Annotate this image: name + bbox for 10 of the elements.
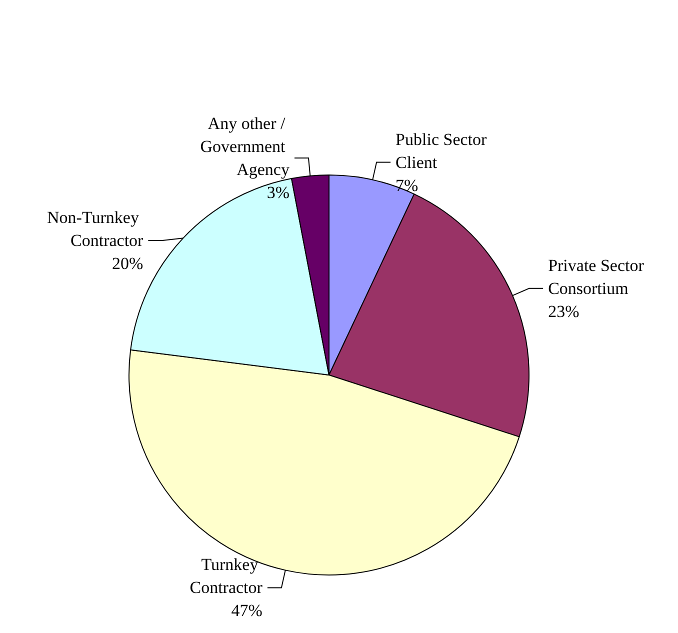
slice-label: Private Sector Consortium (548, 256, 648, 298)
data-label: 23% (548, 302, 580, 321)
data-label: 47% (231, 601, 262, 620)
slice-label: Any other / Government Agency (200, 114, 290, 179)
data-label: 20% (112, 254, 144, 273)
slice-label: Turnkey Contractor (190, 555, 263, 598)
slice-label: Public Sector Client (396, 130, 491, 172)
slice-label: Non-Turnkey Contractor (47, 208, 144, 250)
data-label: 3% (266, 182, 290, 202)
data-label: 7% (396, 176, 418, 195)
